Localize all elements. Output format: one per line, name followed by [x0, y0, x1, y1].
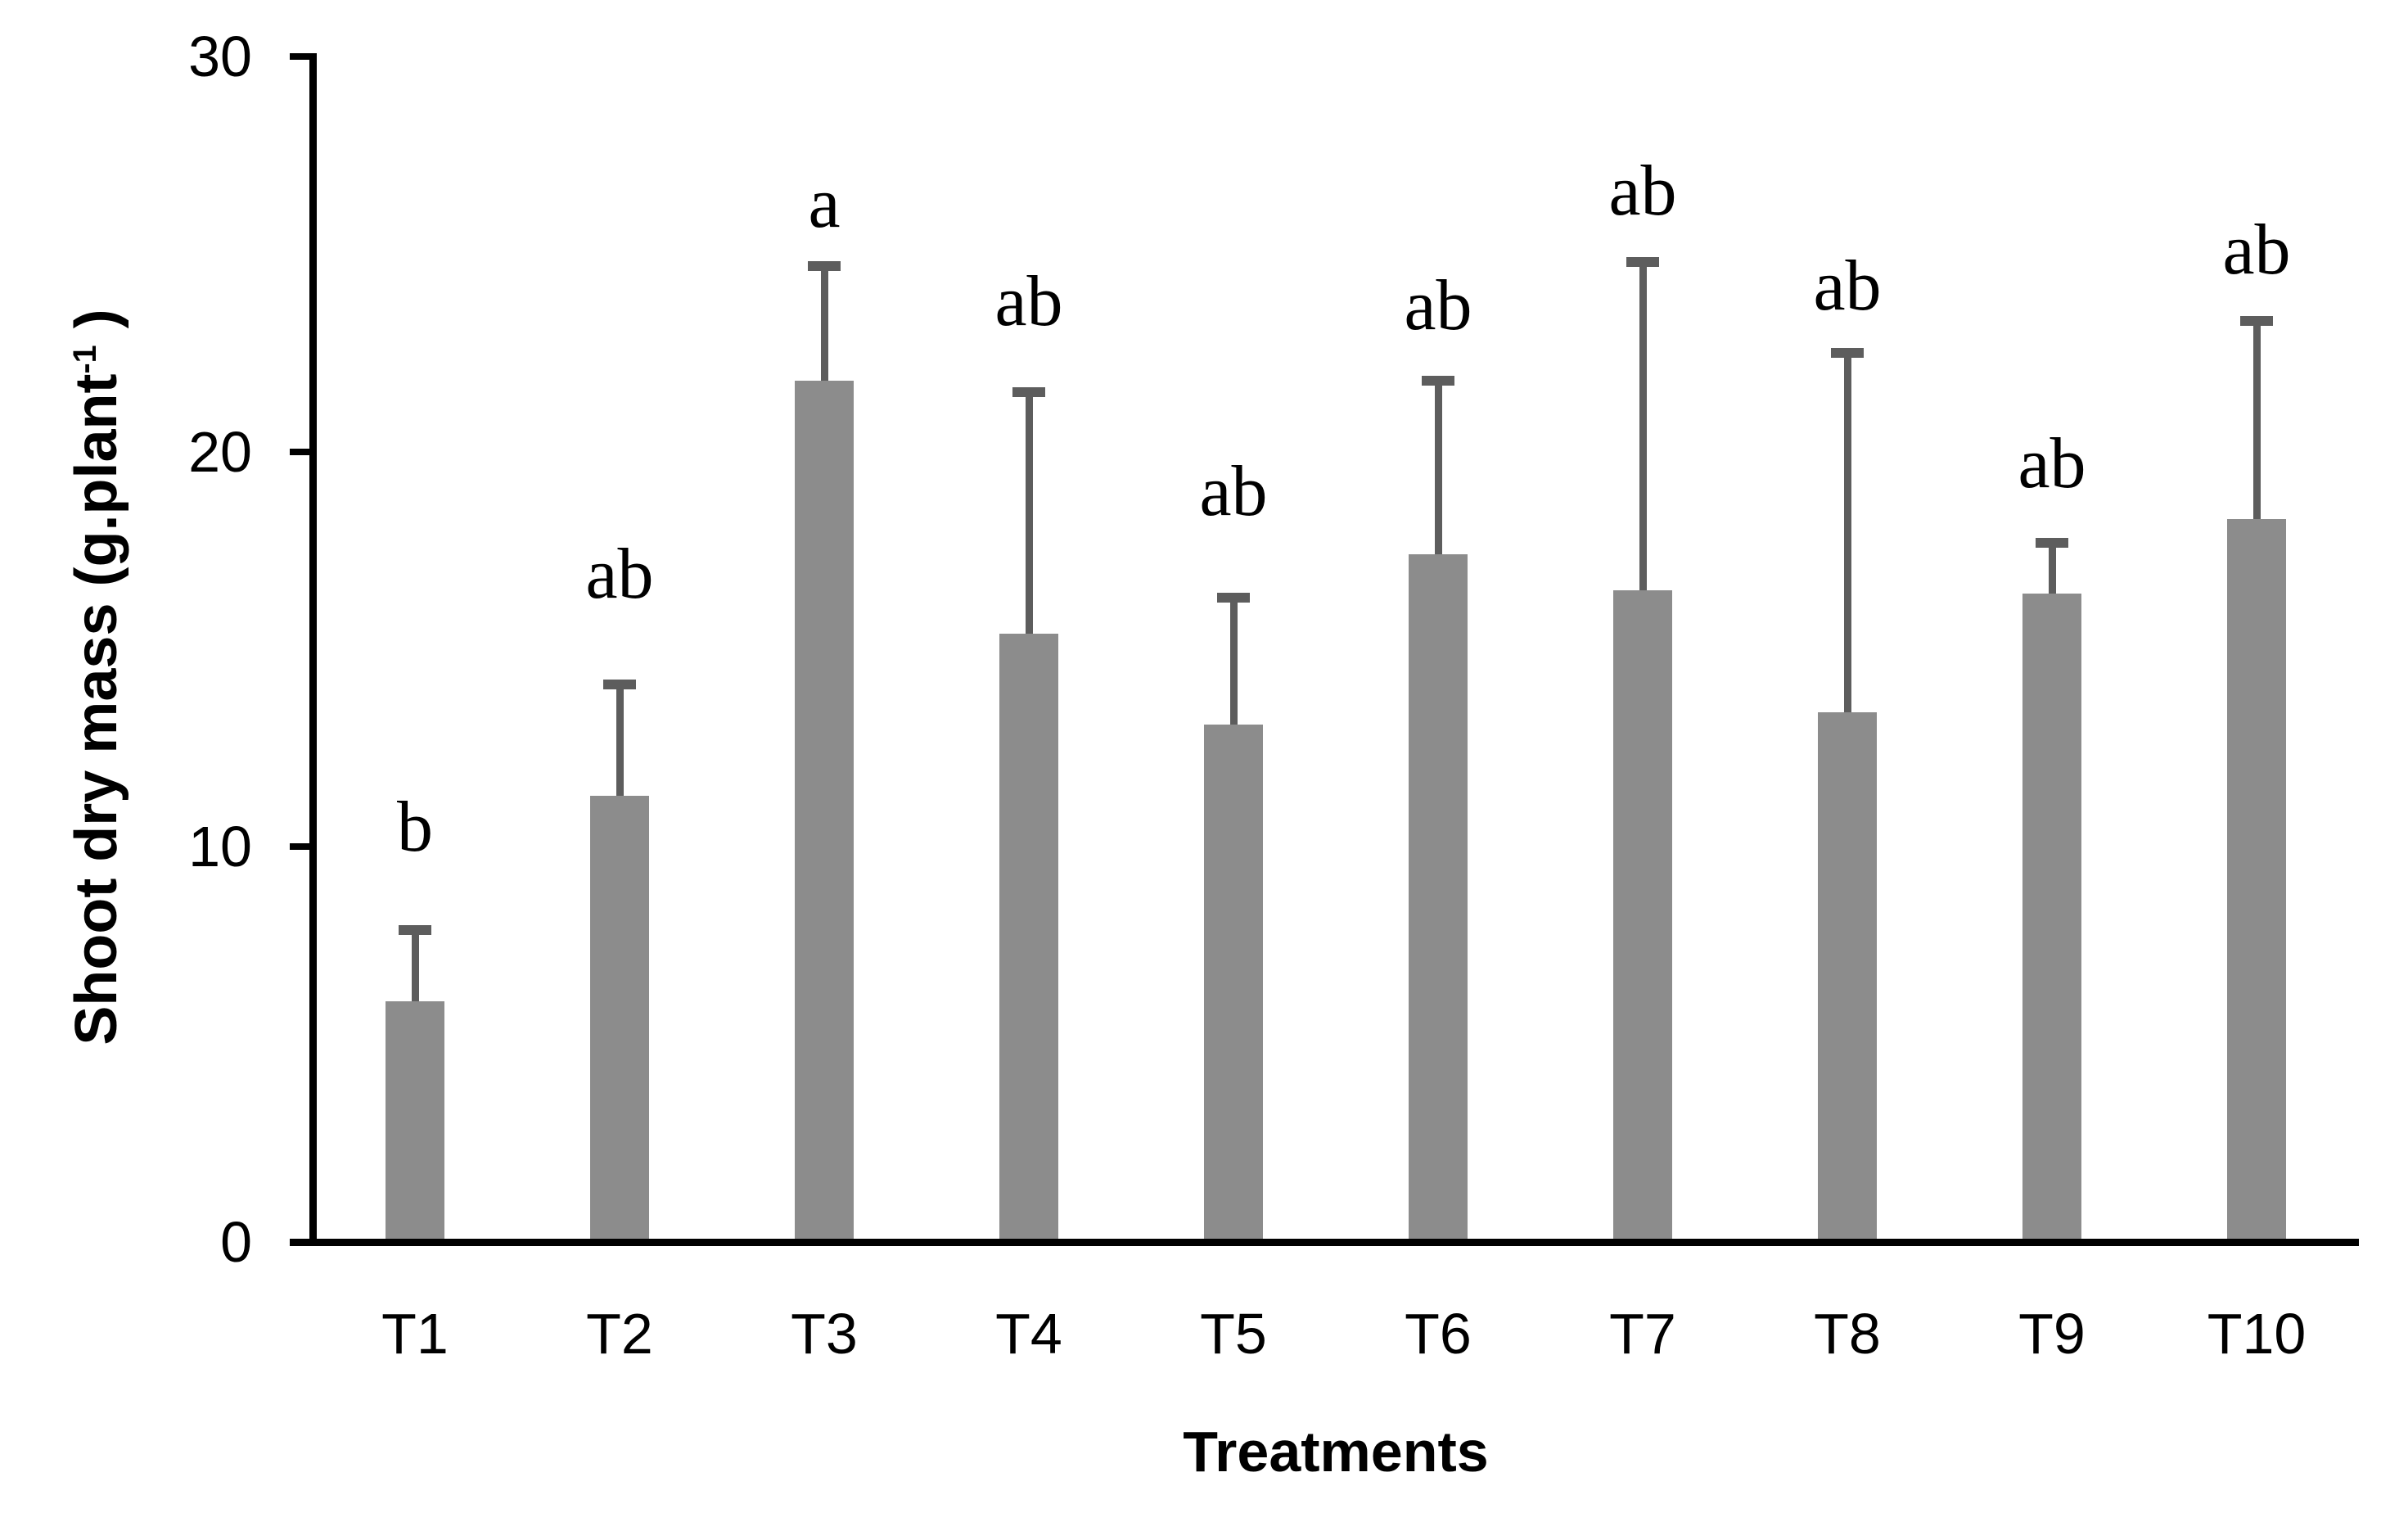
error-bar-whisker-t10	[2252, 321, 2261, 519]
error-bar-whisker-t3	[820, 265, 828, 381]
significance-letter-t5: ab	[1199, 451, 1268, 531]
significance-letter-t10: ab	[2222, 210, 2291, 291]
bar-t7	[1613, 589, 1672, 1239]
bar-t9	[2022, 594, 2081, 1239]
x-category-label-t3: T3	[791, 1302, 858, 1366]
significance-letter-t8: ab	[1813, 246, 1882, 326]
y-tick-mark	[290, 448, 313, 455]
error-bar-cap-t8	[1831, 348, 1864, 358]
bar-t6	[1409, 554, 1468, 1239]
error-bar-whisker-t7	[1639, 261, 1647, 590]
x-axis-line	[290, 1239, 2359, 1246]
x-category-label-t2: T2	[586, 1302, 653, 1366]
bar-t10	[2227, 518, 2286, 1239]
x-category-label-t1: T1	[381, 1302, 449, 1366]
y-axis-line	[309, 53, 317, 1246]
significance-letter-t2: ab	[585, 535, 654, 615]
significance-letter-t6: ab	[1404, 266, 1472, 346]
error-bar-cap-t7	[1626, 256, 1659, 267]
error-bar-whisker-t8	[1843, 353, 1851, 713]
y-tick-mark	[290, 53, 313, 60]
error-bar-whisker-t9	[2048, 542, 2056, 594]
y-tick-mark	[290, 1239, 313, 1245]
y-tick-label: 0	[220, 1210, 252, 1274]
bar-t4	[999, 633, 1058, 1239]
error-bar-cap-t6	[1422, 375, 1454, 386]
error-bar-cap-t3	[808, 260, 841, 271]
error-bar-cap-t9	[2036, 537, 2068, 548]
significance-letter-t3: a	[808, 163, 841, 243]
bar-t8	[1818, 712, 1877, 1239]
error-bar-cap-t4	[1012, 387, 1045, 398]
y-axis-title-superscript: -1	[67, 345, 103, 374]
y-tick-label: 30	[188, 25, 252, 88]
y-tick-label: 10	[188, 815, 252, 879]
x-category-label-t8: T8	[1814, 1302, 1881, 1366]
x-category-label-t7: T7	[1609, 1302, 1676, 1366]
y-tick-mark	[290, 843, 313, 851]
error-bar-whisker-t2	[616, 684, 624, 796]
y-axis-title: Shoot dry mass (g.plant-1 )	[44, 186, 129, 1168]
error-bar-cap-t2	[603, 680, 636, 690]
bar-t5	[1204, 724, 1263, 1239]
error-bar-whisker-t5	[1229, 598, 1238, 725]
significance-letter-t4: ab	[994, 262, 1063, 342]
x-category-label-t10: T10	[2207, 1302, 2307, 1366]
y-tick-label: 20	[188, 419, 252, 484]
x-category-label-t9: T9	[2018, 1302, 2086, 1366]
bar-t2	[590, 795, 649, 1239]
bar-t1	[386, 1000, 444, 1239]
significance-letter-t1: b	[397, 788, 433, 868]
y-axis-title-text: Shoot dry mass (g.plant	[64, 373, 129, 1046]
x-axis-title: Treatments	[1183, 1420, 1489, 1484]
error-bar-whisker-t4	[1025, 392, 1033, 634]
bar-t3	[795, 380, 854, 1239]
error-bar-whisker-t1	[411, 929, 419, 1001]
error-bar-cap-t10	[2240, 316, 2273, 327]
error-bar-whisker-t6	[1434, 380, 1442, 555]
x-category-label-t6: T6	[1405, 1302, 1472, 1366]
significance-letter-t7: ab	[1608, 151, 1677, 232]
error-bar-cap-t1	[399, 924, 431, 935]
x-category-label-t4: T4	[995, 1302, 1062, 1366]
x-category-label-t5: T5	[1200, 1302, 1267, 1366]
y-axis-title-suffix: )	[64, 309, 129, 345]
error-bar-cap-t5	[1217, 593, 1250, 603]
significance-letter-t9: ab	[2018, 424, 2086, 504]
